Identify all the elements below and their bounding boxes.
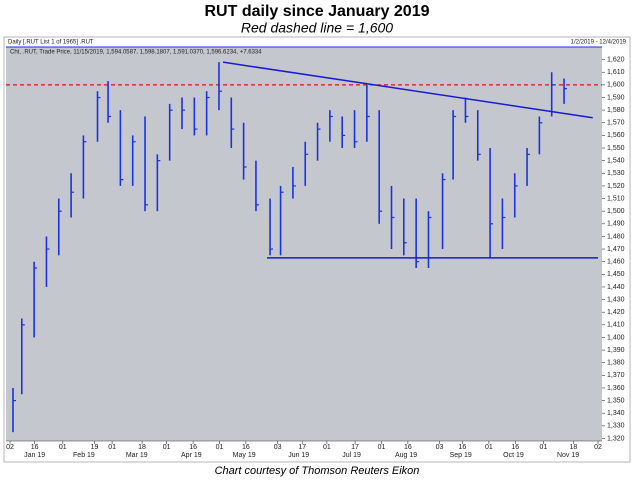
x-tick-label: 01 [323,444,331,451]
legend-text: Cht, .RUT, Trade Price, 11/15/2019, 1,59… [10,50,262,56]
x-tick-label: 16 [189,444,197,451]
x-tick-label: 01 [108,444,116,451]
y-tick-label: 1,580 [607,107,625,114]
y-tick-label: 1,350 [607,397,625,404]
x-tick-label: 17 [298,444,306,451]
y-tick-label: 1,410 [607,322,625,329]
y-tick-label: 1,430 [607,296,625,303]
chart-header: Daily [.RUT List 1 of 1965] .RUT [8,40,94,46]
x-tick-label: 16 [31,444,39,451]
y-tick-label: 1,510 [607,195,625,202]
x-tick-label: 18 [569,444,577,451]
month-label: May 19 [233,452,256,459]
date-range: 1/2/2019 - 12/4/2019 [571,40,627,46]
y-tick-label: 1,330 [607,423,625,430]
x-tick-label: 16 [459,444,467,451]
month-label: Oct 19 [503,452,524,459]
y-tick-label: 1,320 [607,435,625,442]
y-tick-label: 1,400 [607,334,625,341]
y-tick-label: 1,540 [607,157,625,164]
x-tick-label: 16 [404,444,412,451]
x-tick-label: 02 [6,444,14,451]
x-tick-label: 16 [242,444,250,451]
x-tick-label: 01 [378,444,386,451]
x-tick-label: 01 [540,444,548,451]
y-tick-label: 1,520 [607,183,625,190]
month-label: Nov 19 [557,452,579,459]
chart-title: RUT daily since January 2019 [205,3,430,20]
month-label: Apr 19 [181,452,202,459]
x-tick-label: 03 [274,444,282,451]
month-label: Aug 19 [395,452,417,459]
y-tick-label: 1,450 [607,271,625,278]
month-label: Jul 19 [342,452,361,459]
y-tick-label: 1,340 [607,410,625,417]
month-label: Mar 19 [126,452,148,459]
y-tick-label: 1,530 [607,170,625,177]
x-tick-label: 02 [594,444,602,451]
x-tick-label: 03 [436,444,444,451]
y-tick-label: 1,480 [607,233,625,240]
y-tick-label: 1,600 [607,82,625,89]
y-tick-label: 1,460 [607,259,625,266]
x-tick-label: 01 [59,444,67,451]
y-tick-label: 1,370 [607,372,625,379]
y-tick-label: 1,440 [607,284,625,291]
footer: Chart courtesy of Thomson Reuters Eikon [215,465,420,477]
trendline [222,61,593,119]
x-tick-label: 19 [91,444,99,451]
y-tick-label: 1,500 [607,208,625,215]
month-label: Sep 19 [450,452,472,459]
y-tick-label: 1,570 [607,120,625,127]
x-tick-label: 17 [351,444,359,451]
x-tick-label: 01 [485,444,493,451]
y-tick-label: 1,590 [607,94,625,101]
month-label: Jan 19 [24,452,45,459]
x-tick-label: 16 [511,444,519,451]
y-tick-label: 1,390 [607,347,625,354]
y-tick-label: 1,380 [607,360,625,367]
y-tick-label: 1,620 [607,56,625,63]
month-label: Jun 19 [288,452,309,459]
y-tick-label: 1,470 [607,246,625,253]
y-tick-label: 1,560 [607,132,625,139]
month-label: Feb 19 [73,452,95,459]
y-tick-label: 1,360 [607,385,625,392]
y-tick-label: 1,490 [607,221,625,228]
x-tick-label: 01 [216,444,224,451]
y-tick-label: 1,420 [607,309,625,316]
x-tick-label: 18 [138,444,146,451]
x-tick-label: 01 [163,444,171,451]
y-tick-label: 1,550 [607,145,625,152]
y-tick-label: 1,610 [607,69,625,76]
chart-subtitle: Red dashed line = 1,600 [241,20,393,36]
